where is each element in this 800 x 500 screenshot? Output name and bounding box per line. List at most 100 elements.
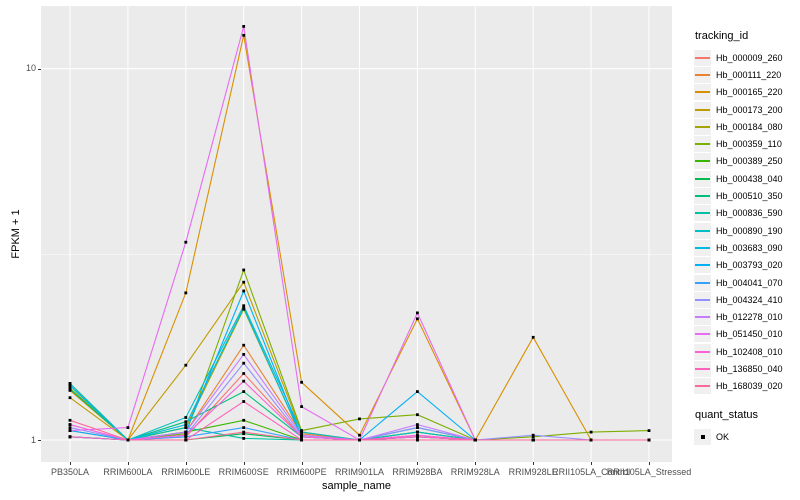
legend-label: Hb_000359_110 bbox=[716, 139, 782, 150]
legend-label: Hb_000165_220 bbox=[716, 87, 783, 98]
legend-entry: Hb_000359_110 bbox=[694, 135, 800, 153]
x-tick-mark bbox=[591, 462, 593, 465]
legend-key-swatch bbox=[694, 136, 711, 153]
data-point bbox=[184, 420, 188, 424]
data-point bbox=[242, 280, 246, 284]
x-tick-mark bbox=[243, 462, 245, 465]
x-tick-label: RRIM928LE bbox=[508, 467, 558, 477]
x-tick-label: RRIM600PE bbox=[276, 467, 327, 477]
x-tick-label: PB350LA bbox=[50, 467, 90, 477]
legend-entry: Hb_003793_020 bbox=[694, 257, 800, 274]
y-tick-mark bbox=[38, 440, 41, 441]
legend-entry: Hb_000836_590 bbox=[694, 205, 800, 222]
legend-key-swatch bbox=[694, 84, 711, 101]
data-point bbox=[184, 363, 188, 367]
y-tick-label: 1 bbox=[30, 434, 36, 445]
data-point bbox=[358, 417, 361, 421]
plot-panel bbox=[41, 6, 672, 462]
x-tick-label: RRIM600LE bbox=[161, 467, 211, 477]
legend-line-icon bbox=[695, 160, 710, 163]
legend-entry: Hb_102408_010 bbox=[694, 343, 800, 360]
data-point bbox=[300, 380, 303, 384]
data-point bbox=[242, 418, 246, 422]
shape-legend-title: quant_status bbox=[695, 408, 758, 421]
legend-line-icon bbox=[695, 177, 710, 180]
legend-entry: Hb_136850_040 bbox=[694, 360, 800, 377]
data-point bbox=[416, 423, 419, 426]
data-point bbox=[184, 438, 188, 442]
data-point bbox=[416, 390, 419, 393]
x-tick-label: RRIM928BA bbox=[392, 467, 443, 477]
legend-key-swatch bbox=[694, 378, 711, 395]
legend-label: Hb_102408_010 bbox=[716, 346, 783, 357]
legend-entry: Hb_000510_350 bbox=[694, 187, 800, 205]
data-point bbox=[242, 289, 246, 293]
data-point bbox=[647, 429, 651, 432]
data-point bbox=[416, 435, 419, 439]
legend-entry: Hb_004041_070 bbox=[694, 274, 800, 291]
shape-legend-entries: OK bbox=[694, 428, 800, 445]
x-tick-mark bbox=[533, 462, 535, 465]
data-point bbox=[416, 426, 419, 429]
legend-line-icon bbox=[695, 143, 710, 146]
data-point bbox=[184, 240, 188, 244]
data-point bbox=[300, 429, 303, 432]
legend-entry: OK bbox=[694, 428, 800, 445]
legend-entry: Hb_012278_010 bbox=[694, 308, 800, 326]
data-point bbox=[416, 317, 419, 321]
data-point bbox=[184, 291, 188, 295]
legend-entry: Hb_000184_080 bbox=[694, 118, 800, 135]
x-tick-mark bbox=[185, 462, 187, 465]
data-point bbox=[184, 430, 188, 434]
legend-label: Hb_000890_190 bbox=[716, 225, 783, 236]
legend-key-swatch bbox=[694, 205, 711, 222]
x-tick-mark bbox=[475, 462, 477, 465]
legend-key-swatch bbox=[694, 343, 711, 360]
data-point bbox=[416, 311, 419, 315]
chart-canvas bbox=[41, 6, 672, 462]
data-point bbox=[531, 435, 535, 439]
legend-line-icon bbox=[695, 195, 710, 198]
data-point bbox=[242, 437, 246, 440]
data-point bbox=[68, 435, 72, 439]
data-point bbox=[242, 25, 246, 28]
legend-label: Hb_000836_590 bbox=[716, 208, 783, 219]
data-point bbox=[68, 387, 72, 391]
legend-line-icon bbox=[695, 350, 710, 353]
data-point bbox=[184, 432, 188, 436]
x-tick-label: RRIM600LA bbox=[103, 467, 153, 477]
legend-line-icon bbox=[695, 333, 710, 336]
legend-line-icon bbox=[695, 125, 710, 128]
square-point-icon bbox=[700, 434, 705, 439]
legend-key-swatch bbox=[694, 239, 711, 256]
legend-key-swatch bbox=[694, 153, 711, 170]
legend-entry: Hb_003683_090 bbox=[694, 239, 800, 256]
data-point bbox=[300, 432, 303, 436]
data-point bbox=[242, 372, 246, 375]
data-point bbox=[300, 435, 303, 439]
data-point bbox=[242, 430, 246, 434]
data-point bbox=[68, 429, 72, 432]
data-point bbox=[589, 438, 593, 442]
data-point bbox=[242, 343, 246, 347]
data-point bbox=[68, 396, 72, 400]
legend-label: Hb_051450_010 bbox=[716, 329, 783, 340]
data-point bbox=[242, 33, 246, 37]
data-point bbox=[242, 379, 246, 383]
legend-key-swatch bbox=[694, 188, 711, 205]
data-point bbox=[184, 426, 188, 429]
data-point bbox=[416, 413, 419, 417]
legend-entry: Hb_000438_040 bbox=[694, 170, 800, 187]
legend-line-icon bbox=[695, 108, 710, 111]
data-point bbox=[68, 423, 72, 426]
data-point bbox=[68, 426, 72, 429]
legend: tracking_id Hb_000009_260 Hb_000111_220 Hb… bbox=[694, 30, 800, 445]
data-point bbox=[242, 432, 246, 436]
legend-key-swatch bbox=[694, 222, 711, 239]
data-point bbox=[184, 435, 188, 439]
legend-key-swatch bbox=[694, 428, 711, 445]
y-tick-label: 10 bbox=[25, 63, 36, 74]
x-tick-label: RRIM901LA bbox=[334, 467, 385, 477]
legend-key-swatch bbox=[694, 326, 711, 343]
